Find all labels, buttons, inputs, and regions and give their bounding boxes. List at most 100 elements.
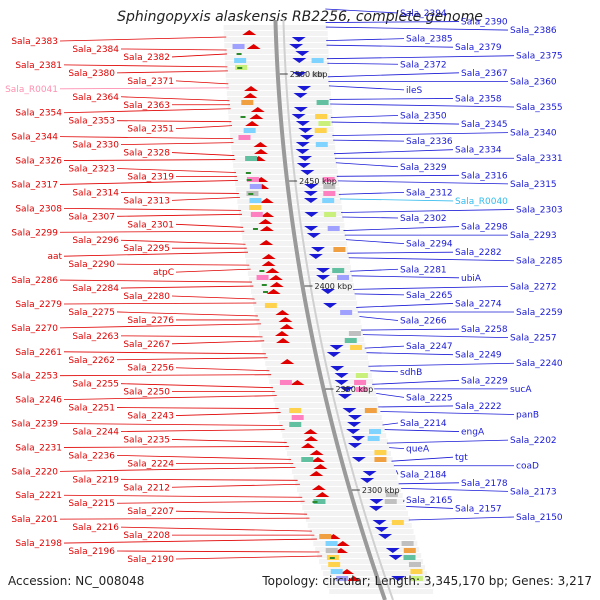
gene-label-right: Sala_2214: [400, 419, 447, 429]
gene-label-left: Sala_2244: [72, 427, 119, 437]
gene-label-left: Sala_2198: [15, 539, 62, 549]
function-box: [374, 457, 387, 462]
function-box: [344, 338, 357, 343]
gene-arrow-right: [293, 93, 308, 98]
leader-line: [175, 223, 244, 228]
function-box: [333, 247, 346, 252]
leader-line: [59, 279, 252, 283]
gene-label-right: Sala_2294: [406, 240, 453, 250]
function-box: [246, 177, 259, 182]
gene-arrow-right: [339, 387, 354, 392]
gene-arrow-right: [385, 548, 400, 553]
gene-arrow-left: [266, 289, 281, 294]
kbp-label: 2450 kbp: [299, 177, 337, 186]
gene-label-right: Sala_R0040: [455, 197, 508, 207]
accession-label: Accession: NC_008048: [8, 574, 145, 588]
leader-line: [116, 120, 232, 123]
leader-line: [63, 207, 241, 211]
function-box: [315, 142, 328, 147]
leader-line: [63, 538, 317, 544]
leader-line: [368, 362, 515, 367]
gene-label-left: Sala_2363: [123, 101, 170, 111]
gene-label-left: Sala_2384: [72, 45, 119, 55]
function-box: [385, 492, 398, 497]
leader-line: [327, 62, 399, 65]
gene-label-right: Sala_2372: [400, 60, 447, 70]
kbp-label: 2350 kbp: [336, 385, 374, 394]
gene-label-left: Sala_2381: [15, 61, 62, 71]
gene-arrow-right: [296, 163, 311, 168]
leader-line: [343, 226, 460, 231]
gene-label-right: Sala_2229: [461, 376, 508, 386]
gene-label-right: Sala_2358: [455, 94, 502, 104]
function-box: [403, 555, 416, 560]
leader-line: [116, 168, 237, 173]
leader-line: [171, 439, 287, 443]
gene-label-left: Sala_2235: [123, 435, 170, 445]
leader-line: [354, 293, 405, 296]
leader-line: [351, 275, 460, 279]
leader-line: [341, 209, 515, 213]
leader-line: [120, 96, 230, 102]
gene-label-left: Sala_2270: [11, 324, 58, 334]
leader-line: [63, 64, 228, 68]
gene-label-left: Sala_2275: [68, 308, 115, 318]
function-box: [325, 548, 338, 553]
leader-line: [120, 192, 239, 194]
leader-line: [350, 268, 399, 272]
gene-label-left: Sala_2263: [72, 332, 119, 342]
gene-label-right: Sala_2265: [406, 291, 453, 301]
gene-label-left: Sala_2267: [123, 340, 170, 350]
gene-label-left: Sala_2280: [123, 292, 170, 302]
function-box: [324, 212, 337, 217]
rna-mark: [245, 172, 251, 174]
gene-arrow-right: [362, 471, 377, 476]
leader-line: [171, 340, 265, 345]
gene-label-left: Sala_2196: [68, 547, 115, 557]
gene-label-right: Sala_2285: [516, 257, 563, 267]
gene-label-left: Sala_2328: [123, 149, 170, 159]
genome-info-label: Topology: circular; Length: 3,345,170 bp…: [262, 574, 592, 588]
leader-line: [116, 213, 243, 217]
gene-arrow-left: [303, 429, 318, 434]
gene-arrow-right: [326, 352, 341, 357]
leader-line: [378, 405, 454, 408]
gene-label-left: Sala_2317: [11, 180, 58, 190]
leader-line: [175, 510, 308, 515]
gene-label-left: Sala_2221: [15, 491, 62, 501]
gene-label-left: Sala_2208: [123, 531, 170, 541]
leader-line: [408, 516, 515, 521]
function-box: [245, 156, 258, 161]
leader-line: [59, 87, 229, 90]
gene-arrow-left: [259, 226, 274, 231]
leader-line: [386, 439, 509, 444]
leader-line: [116, 407, 279, 409]
gene-label-left: Sala_2262: [68, 356, 115, 366]
gene-arrow-right: [360, 478, 375, 483]
gene-label-right: Sala_2150: [516, 513, 563, 523]
function-box: [410, 569, 423, 574]
leader-line: [59, 466, 296, 472]
leader-line: [175, 268, 251, 273]
function-box: [364, 408, 377, 413]
leader-line: [328, 85, 405, 91]
gene-arrow-left: [276, 338, 291, 343]
function-box: [367, 436, 380, 441]
leader-line: [63, 251, 248, 257]
gene-arrow-right: [351, 436, 366, 441]
gene-arrow-right: [378, 534, 393, 539]
gene-label-right: Sala_2173: [510, 487, 557, 497]
function-box: [332, 268, 345, 273]
gene-arrow-left: [280, 359, 295, 364]
gene-arrow-left: [259, 198, 274, 203]
kbp-label: 2300 kbp: [362, 486, 400, 495]
rna-mark: [237, 67, 243, 69]
gene-label-left: Sala_2216: [72, 523, 119, 533]
leader-line: [391, 456, 454, 462]
gene-arrow-right: [298, 156, 313, 161]
gene-arrow-left: [243, 93, 258, 98]
gene-label-left: Sala_2295: [123, 244, 170, 254]
leader-line: [326, 55, 515, 60]
rna-mark: [263, 291, 269, 293]
leader-line: [339, 198, 454, 202]
